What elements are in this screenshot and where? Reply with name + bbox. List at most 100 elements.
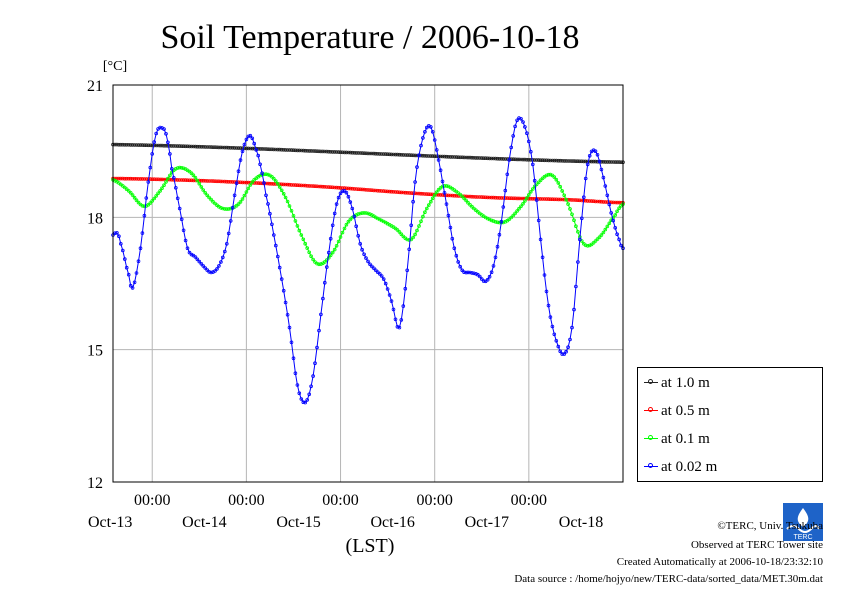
data-point [181,228,186,233]
data-point [438,193,443,197]
data-point [415,228,419,233]
data-point [523,157,527,162]
data-point [599,233,604,237]
data-point [289,148,294,152]
data-point [428,192,433,197]
data-point [154,177,159,182]
data-point [213,179,217,184]
data-point [419,219,423,224]
data-point [407,238,412,242]
data-point [271,182,276,186]
data-point [442,154,447,159]
data-point [448,155,453,159]
data-point [444,154,449,159]
data-point [160,143,164,148]
data-point [307,392,312,397]
data-point [134,177,139,181]
data-point [260,181,264,186]
data-point [283,182,288,187]
data-point [477,195,482,199]
data-point [617,237,621,242]
x-tick-time: 00:00 [416,492,452,509]
data-point [572,218,576,223]
data-point [611,200,615,205]
data-point [266,181,270,186]
data-point [138,143,143,147]
data-point [187,250,192,255]
data-point [552,197,557,202]
data-point [426,192,431,197]
data-point [175,178,180,182]
data-point [521,196,525,201]
data-point [487,195,492,200]
data-point [360,187,364,192]
data-point [142,143,147,148]
data-point [183,178,188,182]
data-point [430,192,435,197]
data-point [375,152,380,156]
data-point [405,268,410,273]
data-point [403,190,408,195]
data-point [499,196,504,200]
data-point [605,193,610,198]
data-point [360,151,364,155]
data-point [395,228,400,232]
data-point [130,177,135,181]
data-point [250,146,255,151]
x-axis-label: (LST) [346,535,395,557]
data-point [395,190,400,194]
data-point [411,199,415,204]
data-point [297,228,302,233]
legend-marker-01m [644,433,658,445]
data-point [348,200,353,204]
data-point [315,184,319,189]
data-point [332,247,337,252]
data-point [362,252,366,257]
data-point [417,153,421,158]
data-point [560,352,564,356]
data-point [175,144,180,148]
data-point [356,187,361,192]
data-point [348,217,353,222]
data-point [409,153,414,158]
data-point [519,117,523,121]
data-point [289,183,294,187]
data-point [525,157,529,162]
data-point [566,345,570,350]
data-point [305,398,310,402]
x-tick-time: 00:00 [228,492,264,509]
data-point [336,239,341,244]
data-point [540,158,545,163]
data-point [560,197,564,202]
data-point [250,136,255,141]
data-point [158,189,162,193]
data-point [344,222,349,227]
data-point [283,148,288,152]
data-point [595,199,600,204]
data-point [574,159,578,164]
data-point [536,158,541,162]
data-point [481,156,486,161]
data-point [479,195,484,199]
data-point [266,172,270,177]
data-point [264,147,268,151]
data-point [244,137,249,142]
data-point [236,146,241,150]
data-point [185,246,190,251]
data-point [123,143,127,147]
data-point [295,148,300,153]
data-point [615,160,619,164]
data-point [130,193,135,197]
data-point [119,142,123,147]
data-point [283,195,288,200]
data-point [391,190,396,194]
footer-observed: Observed at TERC Tower site [690,539,823,551]
data-point [189,178,194,183]
data-point [191,178,196,183]
data-point [170,170,174,175]
data-point [299,183,304,188]
data-point [356,234,361,238]
data-point [509,196,514,201]
data-point [613,160,617,164]
data-point [221,255,225,260]
